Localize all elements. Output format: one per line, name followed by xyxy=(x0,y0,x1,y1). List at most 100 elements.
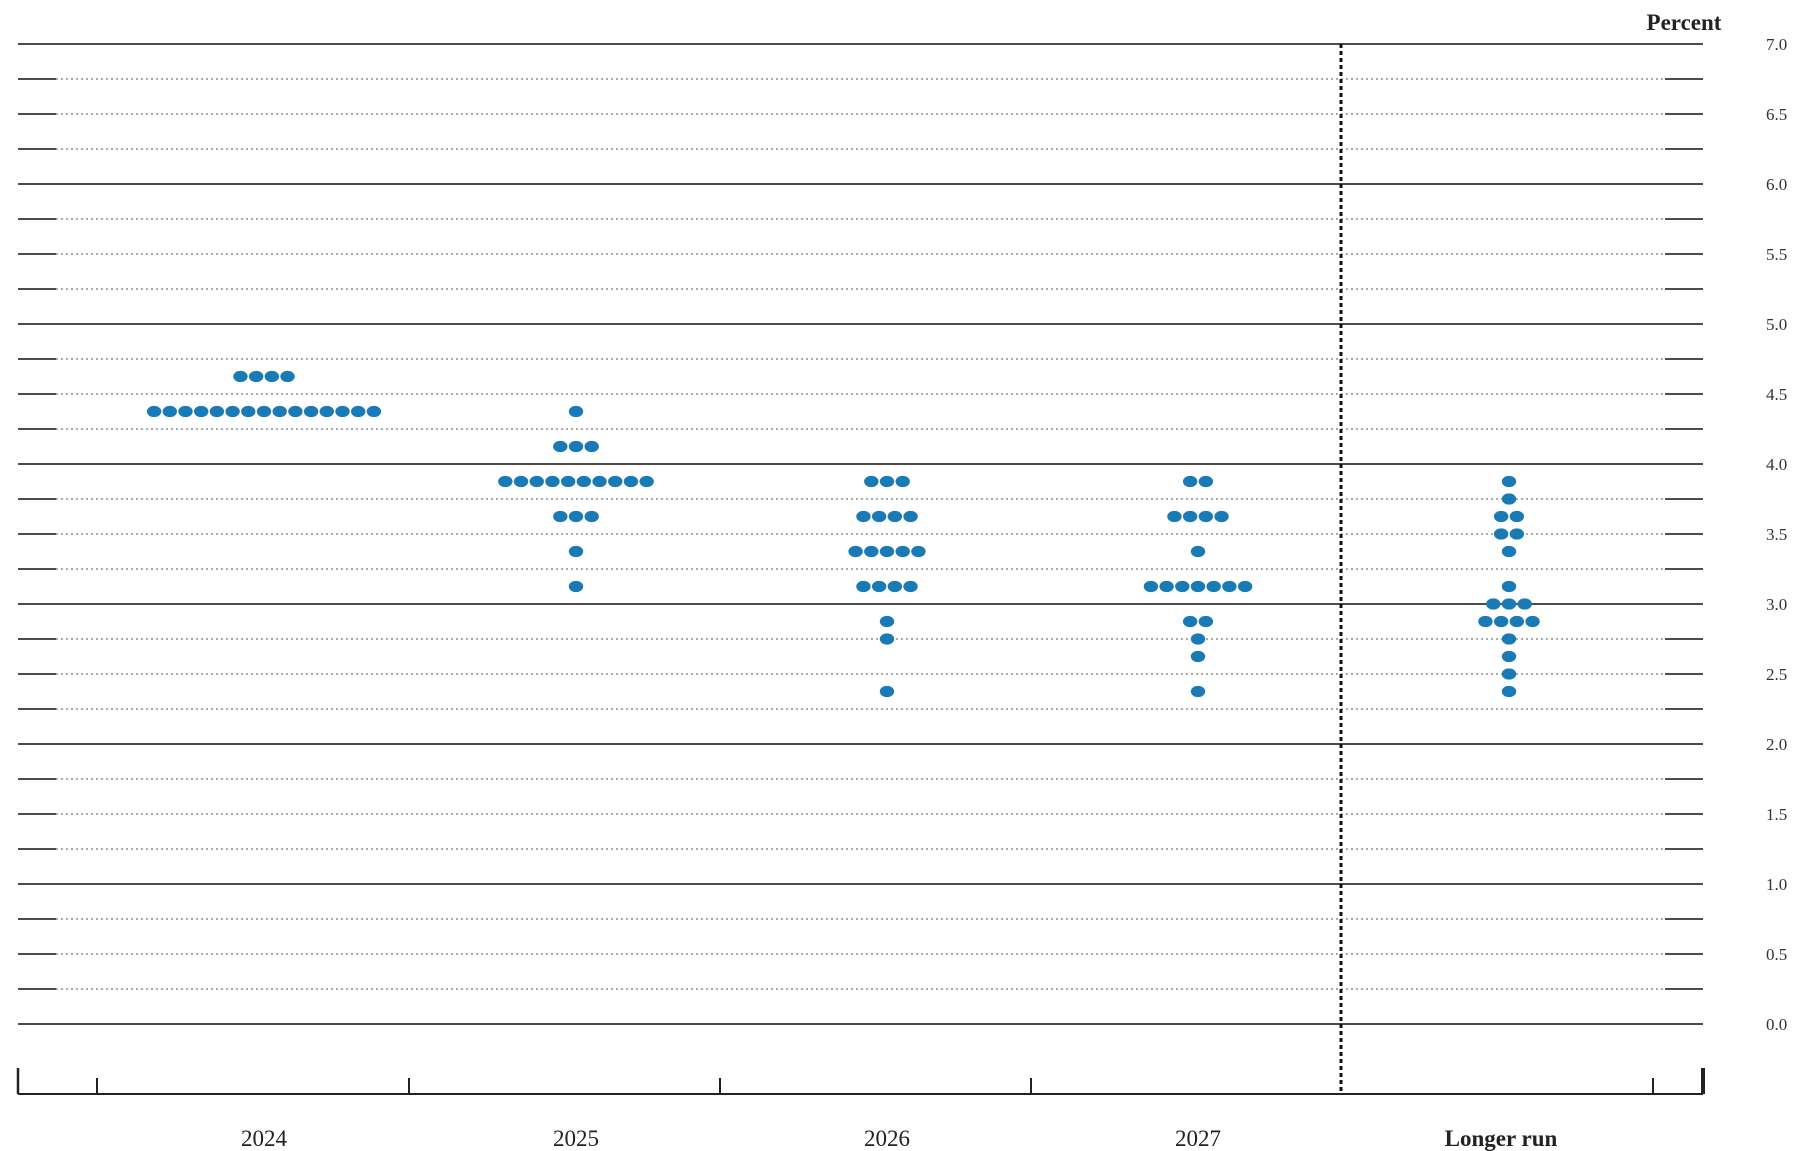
dot-marker xyxy=(1493,528,1509,540)
dot-marker xyxy=(1501,650,1517,663)
dot-marker xyxy=(864,545,879,558)
y-tick-label: 1.0 xyxy=(1766,875,1787,894)
dot-marker xyxy=(553,440,568,453)
dot-marker xyxy=(879,615,895,628)
dot-marker xyxy=(568,440,584,453)
dot-marker xyxy=(146,405,162,418)
dot-marker xyxy=(623,475,639,488)
dot-marker xyxy=(911,545,926,558)
dot-marker xyxy=(335,405,350,418)
dot-marker xyxy=(178,405,193,418)
dot-marker xyxy=(1182,615,1198,628)
dot-marker xyxy=(879,475,895,488)
dot-marker xyxy=(1167,510,1182,523)
dot-marker xyxy=(1501,633,1517,645)
dot-marker xyxy=(903,510,918,523)
dot-column xyxy=(498,405,654,593)
dot-marker xyxy=(1501,475,1517,488)
dot-marker xyxy=(241,405,256,418)
dot-marker xyxy=(1501,598,1517,610)
dot-marker xyxy=(895,545,910,558)
x-category-label: Longer run xyxy=(1445,1126,1558,1151)
dot-marker xyxy=(584,510,599,523)
unit-label: Percent xyxy=(1647,10,1722,35)
x-axis-category-labels: 2024 2025 2026 2027 Longer run xyxy=(241,1126,1558,1151)
dot-marker xyxy=(1501,685,1517,698)
dot-marker xyxy=(879,545,895,558)
dot-marker xyxy=(864,475,879,488)
dot-marker xyxy=(1525,615,1540,628)
dot-marker xyxy=(351,405,366,418)
dot-marker xyxy=(608,475,623,488)
y-tick-label: 2.5 xyxy=(1766,665,1787,684)
x-category-label: 2024 xyxy=(241,1126,288,1151)
dot-marker xyxy=(856,580,871,593)
dot-marker xyxy=(1517,598,1532,610)
dot-marker xyxy=(887,510,903,523)
dot-marker xyxy=(568,405,584,418)
gridlines xyxy=(18,43,1703,1025)
dot-marker xyxy=(592,475,607,488)
dot-marker xyxy=(1509,528,1525,540)
dot-marker xyxy=(568,580,584,593)
dot-marker xyxy=(280,370,295,383)
dot-marker xyxy=(1214,510,1229,523)
dot-marker xyxy=(856,510,871,523)
dot-marker xyxy=(903,580,918,593)
dot-marker xyxy=(1486,598,1501,610)
dot-marker xyxy=(1493,615,1509,628)
dot-column xyxy=(146,370,382,418)
y-tick-label: 6.5 xyxy=(1766,105,1787,124)
dot-marker xyxy=(639,475,654,488)
dot-marker xyxy=(248,370,264,383)
y-tick-label: 5.5 xyxy=(1766,245,1787,264)
dot-marker xyxy=(1190,633,1206,645)
dot-column xyxy=(848,475,926,698)
dot-marker xyxy=(264,370,280,383)
dot-marker xyxy=(303,405,319,418)
dot-marker xyxy=(576,475,592,488)
dot-marker xyxy=(848,545,863,558)
dot-marker xyxy=(1478,615,1493,628)
dot-marker xyxy=(1175,580,1190,593)
y-tick-label: 0.5 xyxy=(1766,945,1787,964)
dot-marker xyxy=(225,405,240,418)
dot-marker xyxy=(319,405,334,418)
dot-marker xyxy=(1501,668,1517,680)
dot-marker xyxy=(879,685,895,698)
dot-marker xyxy=(1190,580,1206,593)
dot-column xyxy=(1143,475,1253,698)
dot-marker xyxy=(272,405,287,418)
dot-marker xyxy=(1206,580,1221,593)
dot-marker xyxy=(1509,510,1525,523)
x-category-label: 2025 xyxy=(553,1126,599,1151)
y-axis-tick-labels: 7.0 6.5 6.0 5.5 5.0 4.5 4.0 3.5 3.0 2.5 2.0 1.5 1.0 0… xyxy=(1766,35,1787,1034)
dot-marker xyxy=(1501,545,1517,558)
dot-marker xyxy=(553,510,568,523)
y-tick-label: 5.0 xyxy=(1766,315,1787,334)
dot-marker xyxy=(529,475,544,488)
y-tick-label: 4.0 xyxy=(1766,455,1787,474)
dots-layer xyxy=(146,370,1540,698)
dot-marker xyxy=(209,405,225,418)
dot-marker xyxy=(256,405,272,418)
dot-marker xyxy=(1501,580,1517,593)
dot-marker xyxy=(1222,580,1237,593)
y-tick-label: 7.0 xyxy=(1766,35,1787,54)
x-category-label: 2027 xyxy=(1175,1126,1221,1151)
dot-marker xyxy=(1501,493,1517,505)
dot-marker xyxy=(1198,510,1214,523)
dot-marker xyxy=(1198,615,1214,628)
dot-marker xyxy=(1493,510,1509,523)
y-tick-label: 3.0 xyxy=(1766,595,1787,614)
y-tick-label: 3.5 xyxy=(1766,525,1787,544)
dot-column xyxy=(1478,475,1540,698)
dot-marker xyxy=(498,475,513,488)
dot-marker xyxy=(568,510,584,523)
dot-marker xyxy=(162,405,177,418)
dot-marker xyxy=(233,370,248,383)
dot-marker xyxy=(545,475,560,488)
dot-marker xyxy=(560,475,576,488)
dot-marker xyxy=(366,405,382,418)
